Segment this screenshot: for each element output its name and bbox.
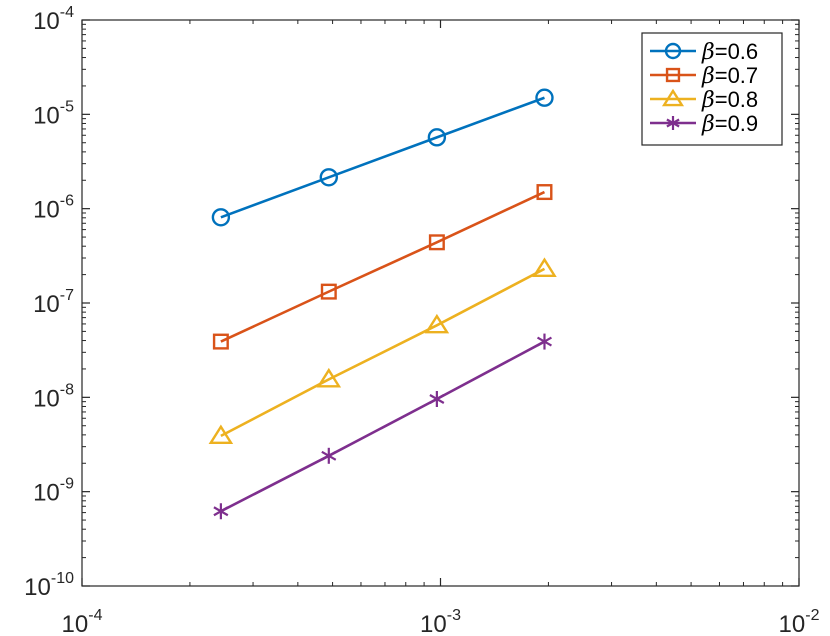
legend-label: β=0.9 [701,111,758,137]
asterisk-marker [429,391,445,408]
series-line [220,190,546,343]
legend-item: β=0.6 [650,39,758,65]
y-tick-label: 10-7 [33,287,74,318]
triangle-marker [661,88,685,107]
x-tick-label: 10-4 [62,607,103,636]
triangle-marker [424,313,450,334]
square-marker [665,67,681,83]
legend-item: β=0.8 [650,87,758,113]
y-tick-label: 10-5 [33,98,74,129]
series-3 [208,257,557,445]
triangle-marker [532,257,557,277]
series-line [220,267,546,438]
asterisk-marker [213,503,229,520]
square-marker [536,184,553,201]
legend-label: β=0.7 [701,63,758,89]
circle-marker [664,42,682,60]
triangle-marker [208,424,234,445]
y-tick-label: 10-4 [33,4,74,35]
circle-marker [427,128,447,147]
y-tick-label: 10-10 [24,570,74,601]
series-2 [212,184,553,350]
series-1 [211,88,554,227]
legend-label: β=0.8 [701,87,758,113]
asterisk-marker [321,447,337,464]
series-line [220,96,545,219]
asterisk-marker [666,116,680,130]
circle-marker [535,88,554,107]
series-group [208,88,557,520]
square-marker [320,283,337,300]
triangle-marker [316,367,342,388]
circle-marker [211,208,231,227]
legend: β=0.6β=0.7β=0.8β=0.9 [641,32,783,146]
asterisk-marker [536,333,552,350]
y-tick-label: 10-8 [33,381,74,412]
y-tick-label: 10-9 [33,476,74,507]
series-line [220,340,546,513]
series-4 [213,333,552,520]
x-tick-label: 10-2 [779,607,820,636]
legend-item: β=0.9 [650,111,758,137]
axis-ticks: 10-4 10-3 10-2 10-4 10-5 10-6 10-7 10-8 10-9 10-1… [24,4,819,636]
square-marker [212,333,229,350]
circle-marker [319,168,338,187]
legend-label: β=0.6 [701,39,758,65]
legend-item: β=0.7 [650,63,758,89]
x-tick-label: 10-3 [420,607,461,636]
y-tick-label: 10-6 [33,193,74,224]
square-marker [428,234,445,251]
